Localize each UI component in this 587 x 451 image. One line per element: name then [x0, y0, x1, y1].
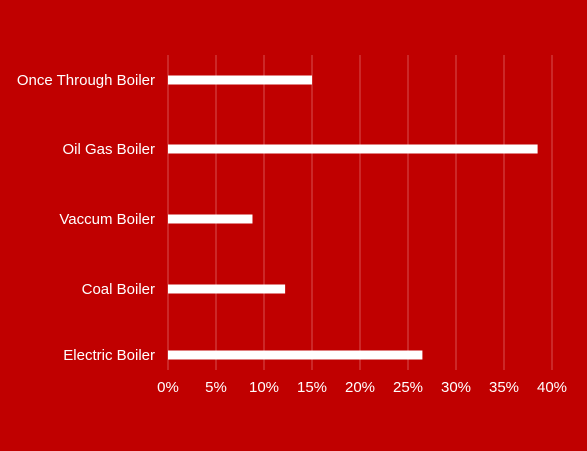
x-tick-label: 25%	[393, 379, 423, 396]
bar-oil-gas-boiler	[168, 144, 538, 154]
bar-coal-boiler	[168, 284, 286, 294]
x-tick-label: 30%	[441, 379, 471, 396]
x-tick-label: 15%	[297, 379, 327, 396]
bar-electric-boiler	[168, 350, 423, 360]
bar-once-through-boiler	[168, 75, 312, 85]
x-tick-label: 5%	[205, 379, 227, 396]
x-tick-label: 20%	[345, 379, 375, 396]
x-tick-label: 40%	[537, 379, 567, 396]
bar-vaccum-boiler	[168, 214, 253, 224]
category-label: Oil Gas Boiler	[62, 141, 155, 158]
x-tick-label: 10%	[249, 379, 279, 396]
category-label: Vaccum Boiler	[59, 211, 155, 228]
category-label: Once Through Boiler	[17, 72, 155, 89]
x-tick-label: 35%	[489, 379, 519, 396]
category-label: Electric Boiler	[63, 347, 155, 364]
x-tick-label: 0%	[157, 379, 179, 396]
category-label: Coal Boiler	[82, 281, 155, 298]
